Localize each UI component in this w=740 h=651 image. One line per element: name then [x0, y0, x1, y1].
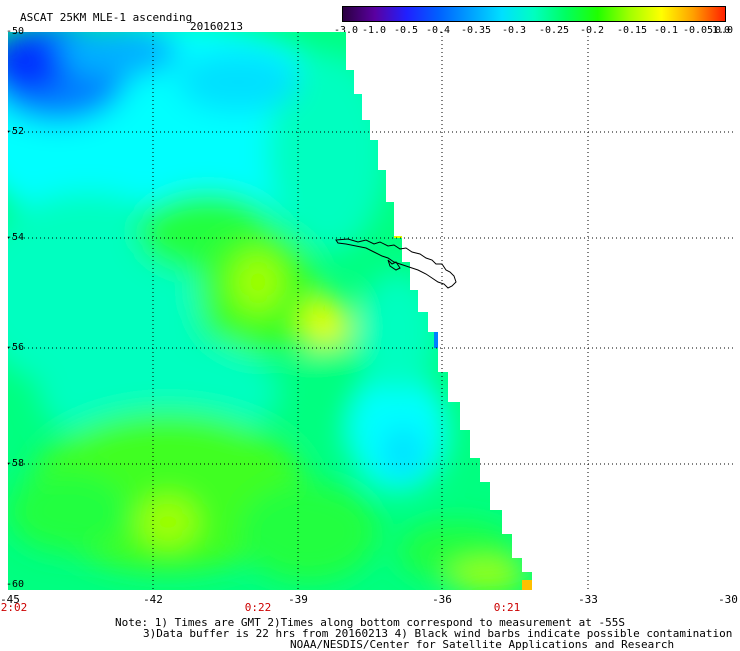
time-label: 0:21: [493, 601, 521, 614]
colorbar-label: -0.35: [460, 25, 492, 36]
data-blob: [268, 52, 388, 252]
note-line-2: 3)Data buffer is 22 hrs from 20160213 4)…: [143, 627, 733, 640]
island-coastline: [387, 259, 401, 271]
colorbar-label: -0.3: [501, 25, 527, 36]
data-blob: [8, 472, 128, 552]
data-cell: [522, 580, 532, 590]
lat-tick-label: -56: [6, 342, 25, 353]
time-label: 0:22: [244, 601, 272, 614]
data-cell: [434, 332, 442, 348]
colorbar-label: -0.4: [425, 25, 451, 36]
colorbar-label: -3.0: [333, 25, 359, 36]
data-blob: [178, 52, 298, 112]
colorbar-label: -0.05: [682, 25, 714, 36]
lat-tick-label: -50: [6, 26, 25, 37]
colorbar-labels: -3.0 -1.0 -0.5 -0.4 -0.35 -0.3 -0.25 -0.…: [333, 25, 736, 38]
lat-tick-label: -54: [6, 232, 25, 243]
colorbar-label: -0.2: [579, 25, 605, 36]
graticule: [8, 32, 735, 590]
colorbar-label: 0.0: [714, 25, 734, 36]
island-coastline: [335, 238, 457, 289]
data-blob: [448, 562, 528, 590]
lat-tick-label: -58: [6, 458, 25, 469]
lon-tick-label: -39: [288, 593, 308, 606]
lon-tick-label: -33: [578, 593, 598, 606]
data-blob: [8, 32, 68, 92]
lon-tick-label: -42: [143, 593, 163, 606]
data-blob: [138, 497, 198, 547]
map-title: ASCAT 25KM MLE-1 ascending: [20, 11, 193, 24]
colorbar-label: -0.25: [538, 25, 570, 36]
colorbar: [342, 6, 726, 22]
data-blob: [358, 272, 438, 392]
lon-tick-label: -30: [718, 593, 738, 606]
data-blob: [58, 32, 178, 77]
lat-tick-label: -52: [6, 126, 25, 137]
data-cell: [394, 208, 402, 238]
map-date: 20160213: [190, 20, 243, 33]
data-blob: [233, 252, 283, 312]
data-blob: [301, 297, 351, 357]
map-area: [8, 32, 735, 590]
colorbar-label: -0.5: [393, 25, 419, 36]
data-blob: [383, 427, 423, 477]
data-blob: [238, 482, 378, 582]
colorbar-label: 1.0: [712, 25, 731, 36]
colorbar-label: -1.0: [361, 25, 387, 36]
note-line-3: NOAA/NESDIS/Center for Satellite Applica…: [290, 638, 675, 651]
colorbar-label: -0.1: [653, 25, 679, 36]
colorbar-label: -0.15: [616, 25, 648, 36]
lon-tick-label: -36: [432, 593, 452, 606]
lon-tick-label: -45: [0, 593, 20, 606]
time-label: 2:02: [0, 601, 28, 614]
lat-tick-label: -60: [6, 579, 25, 590]
note-line-1: Note: 1) Times are GMT 2)Times along bot…: [115, 616, 625, 629]
